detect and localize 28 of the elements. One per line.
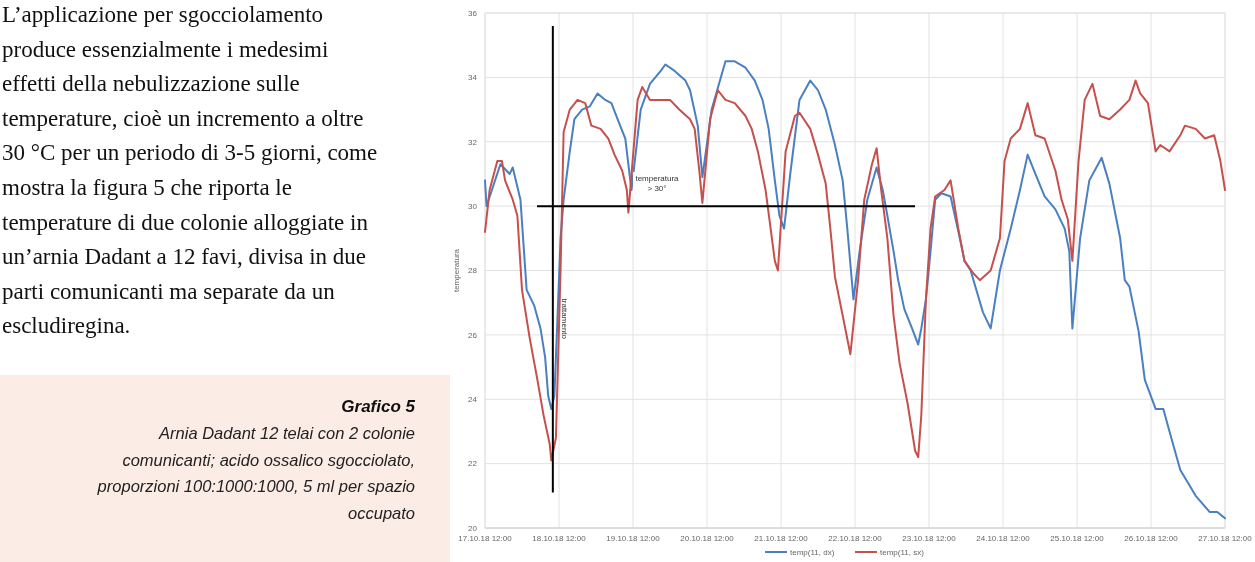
y-tick-label: 26 — [468, 330, 478, 340]
x-tick-label: 23.10.18 12:00 — [902, 534, 957, 543]
x-tick-label: 19.10.18 12:00 — [606, 534, 661, 543]
legend-label: temp(11, sx) — [880, 548, 925, 557]
y-tick-label: 24 — [468, 395, 478, 405]
ref-line-label: trattamento — [559, 298, 569, 340]
y-tick-label: 22 — [468, 459, 478, 469]
x-tick-label: 26.10.18 12:00 — [1124, 534, 1179, 543]
text: Arnia Dadant 12 telai con 2 colonie comunicanti; acido ossalico sgocciolato, proporzioni 100:1000:1000, 5 ml per spazio occupato — [96, 424, 415, 522]
text: L’applicazione per sgocciolamento produce essenzialmente i medesimi effetti della nebulizzazione sulle temperature, cioè un incremento a oltre 30 °C per un periodo di 3-5 giorni, come mostra la figura 5 che riporta le temperature di due colonie alloggiate in un’arnia Dadant a 12 favi, divisa in due parti comunicanti ma separate da un escludiregina. — [2, 2, 378, 339]
y-tick-label: 32 — [468, 137, 478, 147]
x-tick-label: 17.10.18 12:00 — [458, 534, 513, 543]
ref-line-label: temperatura > 30° — [635, 174, 680, 194]
x-tick-label: 27.10.18 12:00 — [1198, 534, 1253, 543]
text: Grafico 5 — [341, 397, 416, 416]
y-tick-label: 28 — [468, 266, 478, 276]
y-axis-title: temperatura — [452, 248, 461, 293]
x-tick-label: 24.10.18 12:00 — [976, 534, 1031, 543]
y-tick-label: 30 — [468, 201, 478, 211]
y-tick-label: 20 — [468, 523, 478, 533]
x-tick-label: 18.10.18 12:00 — [532, 534, 587, 543]
y-tick-label: 34 — [468, 73, 478, 83]
legend-label: temp(11, dx) — [790, 548, 835, 557]
x-tick-label: 22.10.18 12:00 — [828, 534, 883, 543]
x-tick-label: 20.10.18 12:00 — [680, 534, 735, 543]
y-tick-label: 36 — [468, 8, 478, 18]
x-tick-label: 25.10.18 12:00 — [1050, 534, 1105, 543]
x-tick-label: 21.10.18 12:00 — [754, 534, 809, 543]
